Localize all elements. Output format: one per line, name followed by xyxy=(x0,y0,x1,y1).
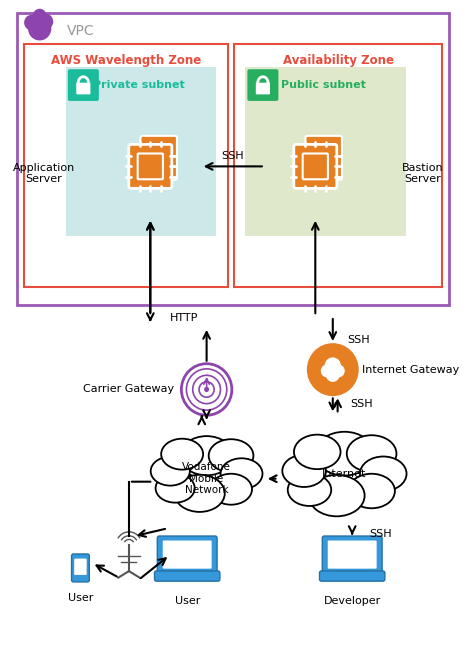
Circle shape xyxy=(308,344,358,396)
FancyBboxPatch shape xyxy=(141,136,177,180)
Circle shape xyxy=(38,14,53,30)
Text: Developer: Developer xyxy=(324,596,381,605)
Ellipse shape xyxy=(180,436,233,476)
Text: Application
Server: Application Server xyxy=(12,163,75,184)
Ellipse shape xyxy=(348,474,395,508)
Bar xyxy=(66,67,216,236)
FancyBboxPatch shape xyxy=(294,144,337,188)
Ellipse shape xyxy=(210,474,252,504)
Ellipse shape xyxy=(325,358,341,374)
FancyBboxPatch shape xyxy=(129,144,172,188)
FancyBboxPatch shape xyxy=(74,558,87,575)
Bar xyxy=(245,67,405,236)
Text: SSH: SSH xyxy=(221,152,244,161)
Ellipse shape xyxy=(175,475,225,512)
Ellipse shape xyxy=(347,435,396,472)
Ellipse shape xyxy=(209,440,253,472)
Ellipse shape xyxy=(321,365,333,377)
FancyBboxPatch shape xyxy=(163,541,211,569)
Text: SSH: SSH xyxy=(370,529,392,539)
Bar xyxy=(24,45,228,287)
Text: Internet: Internet xyxy=(322,469,367,479)
Ellipse shape xyxy=(315,432,374,476)
Text: AWS Wavelength Zone: AWS Wavelength Zone xyxy=(51,54,201,67)
Text: SSH: SSH xyxy=(350,400,373,409)
Text: VPC: VPC xyxy=(67,24,94,37)
Ellipse shape xyxy=(282,455,326,487)
Text: Bastion
Server: Bastion Server xyxy=(402,163,444,184)
Text: Vodafone
Mobile
Network: Vodafone Mobile Network xyxy=(182,462,231,495)
Circle shape xyxy=(181,363,232,415)
FancyBboxPatch shape xyxy=(154,571,220,581)
Ellipse shape xyxy=(161,439,203,470)
FancyBboxPatch shape xyxy=(256,83,270,94)
Ellipse shape xyxy=(220,459,262,489)
Text: Internet Gateway: Internet Gateway xyxy=(362,365,459,375)
FancyBboxPatch shape xyxy=(68,70,99,101)
FancyBboxPatch shape xyxy=(328,541,377,569)
FancyBboxPatch shape xyxy=(157,536,217,575)
FancyBboxPatch shape xyxy=(76,83,91,94)
Text: Availability Zone: Availability Zone xyxy=(283,54,394,67)
FancyBboxPatch shape xyxy=(247,70,278,101)
Ellipse shape xyxy=(151,457,190,485)
Ellipse shape xyxy=(156,474,195,502)
Text: Public subnet: Public subnet xyxy=(281,80,365,90)
Ellipse shape xyxy=(360,457,406,491)
Ellipse shape xyxy=(309,475,364,516)
Text: User: User xyxy=(68,593,93,603)
Text: User: User xyxy=(175,596,200,605)
Text: SSH: SSH xyxy=(347,335,370,345)
Ellipse shape xyxy=(288,474,331,506)
Ellipse shape xyxy=(326,368,340,382)
Ellipse shape xyxy=(294,435,340,469)
FancyBboxPatch shape xyxy=(305,136,342,180)
Ellipse shape xyxy=(332,365,345,377)
Text: Carrier Gateway: Carrier Gateway xyxy=(84,384,175,394)
Circle shape xyxy=(24,14,40,31)
Text: Private subnet: Private subnet xyxy=(93,80,185,90)
Circle shape xyxy=(28,16,51,41)
Circle shape xyxy=(204,387,209,392)
Bar xyxy=(234,45,442,287)
Circle shape xyxy=(33,9,46,22)
FancyBboxPatch shape xyxy=(322,536,382,575)
FancyBboxPatch shape xyxy=(320,571,385,581)
FancyBboxPatch shape xyxy=(72,554,89,582)
Text: HTTP: HTTP xyxy=(170,313,198,323)
Bar xyxy=(17,12,449,305)
